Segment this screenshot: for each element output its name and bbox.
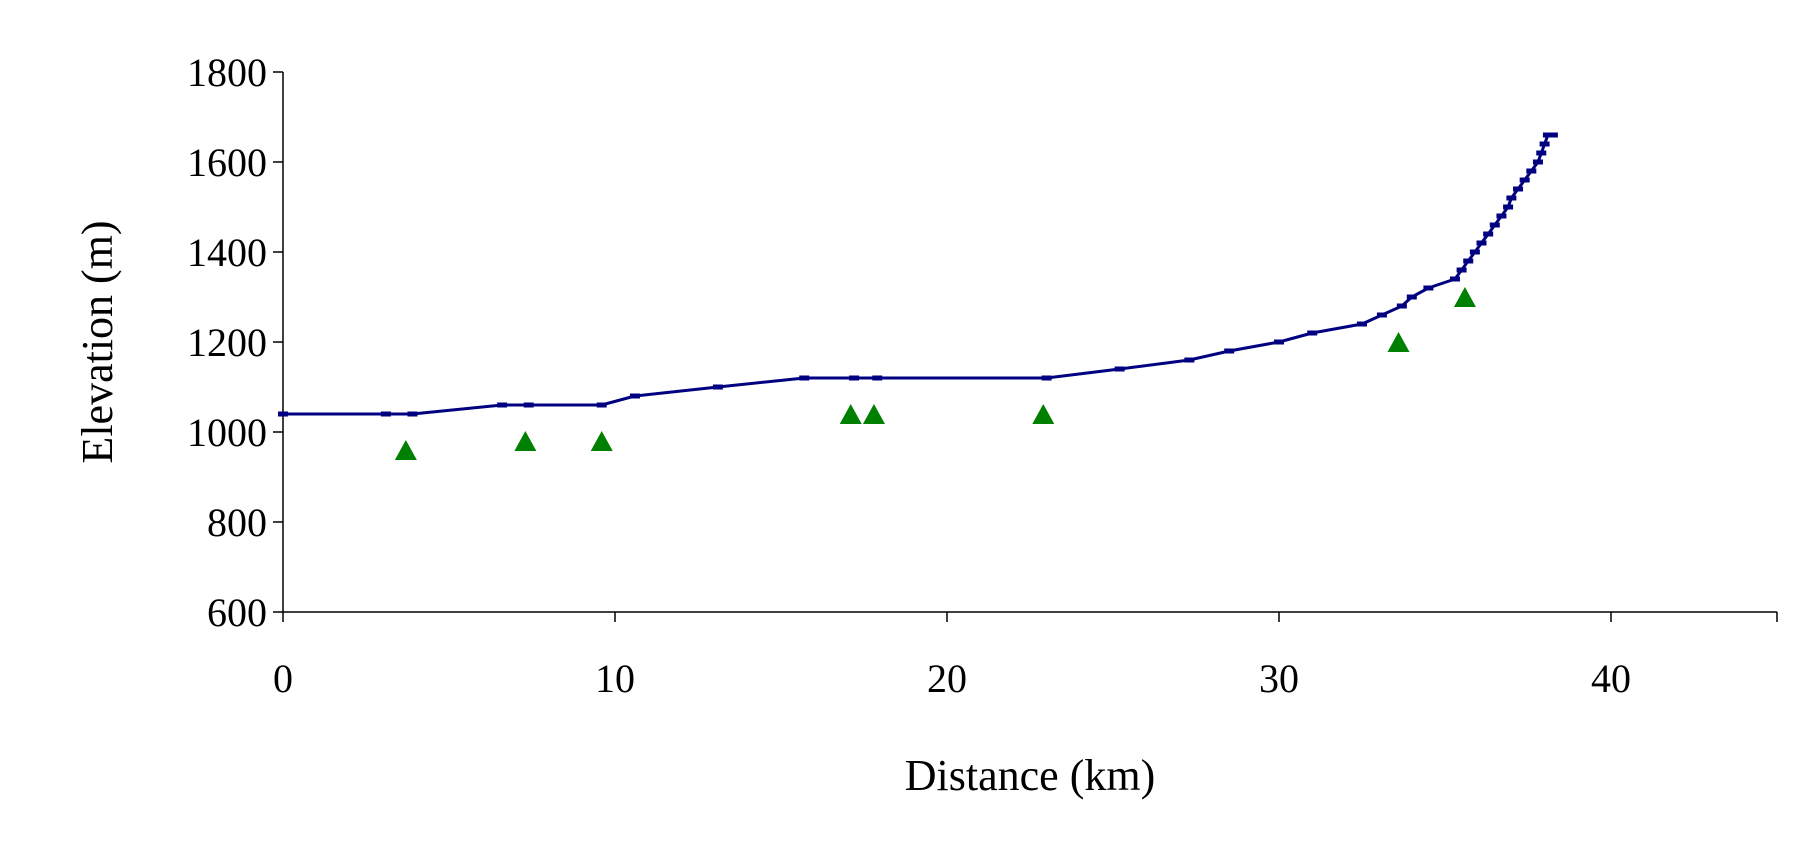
y-tick-label: 1200 [187,320,267,365]
profile-point [596,402,607,408]
profile-point [629,393,640,399]
triangle-point [514,431,537,451]
profile-point [1469,249,1480,255]
profile-point [1519,177,1530,183]
triangle-point [839,404,862,424]
profile-point [1547,132,1558,138]
profile-point [1224,348,1235,354]
profile-point [1274,339,1284,345]
triangle-point [394,440,417,460]
x-tick-label: 30 [1259,656,1299,701]
profile-point [1456,267,1467,273]
y-tick-label: 1600 [187,140,267,185]
y-tick-label: 600 [207,590,267,635]
profile-point [1184,357,1195,363]
elevation-profile-line [283,133,1553,416]
axes: 600 800 1000 1200 1400 1600 1800 0 10 20 30 40 [187,50,1778,701]
profile-point [712,384,723,390]
profile-point [1396,303,1407,309]
x-tick-label: 10 [595,656,635,701]
profile-point [1483,231,1494,237]
profile-point [1489,222,1500,228]
profile-point [407,411,418,417]
profile-point [1423,285,1434,291]
y-tick-label: 1400 [187,230,267,275]
triangle-point [1387,332,1410,352]
profile-point [1539,141,1550,147]
profile-point [872,375,883,381]
profile-point [523,402,534,408]
y-tick-label: 1800 [187,50,267,95]
profile-point [1406,294,1417,300]
profile-point [380,411,391,417]
profile-point [1526,168,1537,174]
x-axis-title: Distance (km) [905,751,1155,800]
profile-point [1357,321,1367,327]
triangle-point [1032,404,1055,424]
triangle-point [590,431,613,451]
x-tick-label: 40 [1591,656,1631,701]
profile-point [799,375,810,381]
profile-point [1114,366,1125,372]
profile-point [497,402,508,408]
y-axis-title: Elevation (m) [73,220,122,463]
profile-point [1503,204,1514,210]
profile-point [1506,195,1517,201]
x-tick-label: 0 [273,656,293,701]
profile-point [1476,240,1487,246]
profile-point [1536,150,1547,156]
profile-point [849,375,860,381]
y-tick-label: 1000 [187,410,267,455]
profile-point [1376,312,1387,318]
profile-point [1041,375,1052,381]
triangle-point [1453,287,1476,307]
profile-point [278,411,288,417]
profile-point [1496,213,1507,219]
profile-point [1463,258,1474,264]
profile-point [1449,276,1460,282]
y-tick-label: 800 [207,500,267,545]
x-tick-label: 20 [927,656,967,701]
series-layer [278,132,1558,460]
profile-point [1532,159,1543,165]
profile-point [1513,186,1524,192]
triangle-point [862,404,885,424]
profile-point [1307,330,1318,336]
